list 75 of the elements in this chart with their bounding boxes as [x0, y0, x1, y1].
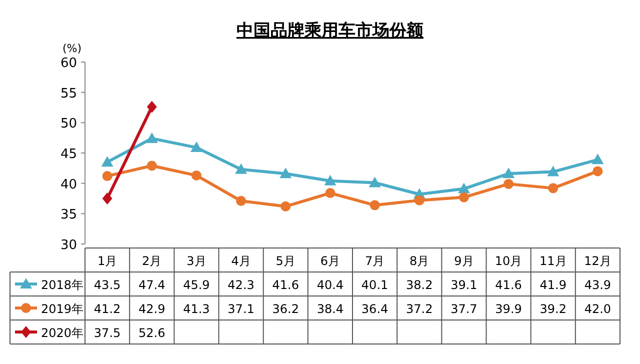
y-tick-label: 35	[60, 208, 77, 223]
point	[458, 182, 470, 194]
data-label: 40.4	[316, 278, 344, 292]
data-label: 41.6	[272, 278, 299, 292]
data-label: 39.1	[450, 278, 478, 292]
data-label: 43.5	[94, 278, 121, 292]
x-tick-label: 7月	[364, 254, 385, 268]
data-label: 41.6	[495, 278, 522, 292]
point	[280, 201, 291, 212]
y-tick-label: 45	[60, 147, 77, 162]
data-label: 42.9	[138, 302, 166, 316]
data-label: 42.3	[228, 278, 254, 292]
data-label: 43.9	[584, 278, 612, 292]
legend-label: 2019年	[41, 302, 84, 316]
y-tick-label: 60	[60, 56, 77, 71]
point	[280, 168, 292, 178]
point	[324, 174, 336, 186]
point	[146, 132, 158, 143]
data-label: 39.9	[495, 302, 522, 316]
point	[370, 200, 380, 210]
data-label: 38.4	[316, 302, 344, 316]
point	[592, 154, 604, 164]
point	[414, 195, 424, 206]
x-tick-label: 9月	[454, 254, 474, 268]
point	[368, 176, 381, 188]
y-tick-label: 30	[60, 238, 77, 253]
x-tick-label: 11月	[539, 254, 567, 268]
x-tick-label: 8月	[410, 254, 430, 268]
data-label: 52.6	[138, 326, 166, 340]
data-label: 41.3	[183, 302, 210, 316]
data-label: 36.2	[272, 302, 299, 316]
point	[146, 160, 157, 171]
data-label: 38.2	[406, 278, 433, 292]
data-label: 39.2	[540, 302, 566, 316]
data-label: 45.9	[183, 278, 210, 292]
y-tick-label: 55	[60, 86, 77, 102]
data-label: 36.4	[361, 302, 388, 316]
data-label: 41.2	[94, 302, 121, 316]
x-tick-label: 6月	[320, 254, 340, 268]
x-tick-label: 4月	[231, 254, 251, 268]
point	[102, 192, 112, 204]
x-tick-label: 1月	[97, 254, 118, 268]
data-label: 42.0	[584, 302, 612, 316]
data-label: 47.4	[138, 278, 166, 292]
y-tick-label: 40	[60, 177, 77, 192]
point	[146, 100, 157, 113]
data-label: 40.1	[361, 278, 388, 292]
y-tick-label: 50	[60, 116, 77, 132]
legend-label: 2020年	[41, 326, 84, 340]
point	[102, 171, 112, 182]
chart-title: 中国品牌乘用车市场份额	[236, 21, 424, 41]
data-label: 37.1	[228, 302, 254, 316]
data-label: 41.9	[540, 278, 566, 292]
x-tick-label: 3月	[186, 254, 206, 268]
x-tick-label: 5月	[276, 254, 296, 268]
x-tick-label: 2月	[142, 254, 162, 268]
point	[592, 166, 603, 176]
point	[547, 166, 560, 176]
point	[504, 178, 514, 189]
y-axis-title: (%)	[62, 42, 82, 55]
point	[325, 188, 336, 198]
x-tick-label: 10月	[494, 254, 522, 268]
point	[458, 192, 469, 202]
point	[548, 183, 558, 194]
point	[190, 142, 202, 152]
data-label: 37.7	[450, 302, 478, 316]
point	[191, 170, 202, 180]
data-label: 37.2	[406, 302, 433, 316]
point	[502, 168, 515, 178]
x-tick-label: 12月	[584, 254, 612, 268]
point	[236, 196, 246, 206]
legend-label: 2018年	[41, 278, 84, 292]
point	[235, 163, 248, 174]
point	[101, 156, 114, 167]
data-label: 37.5	[94, 326, 121, 340]
